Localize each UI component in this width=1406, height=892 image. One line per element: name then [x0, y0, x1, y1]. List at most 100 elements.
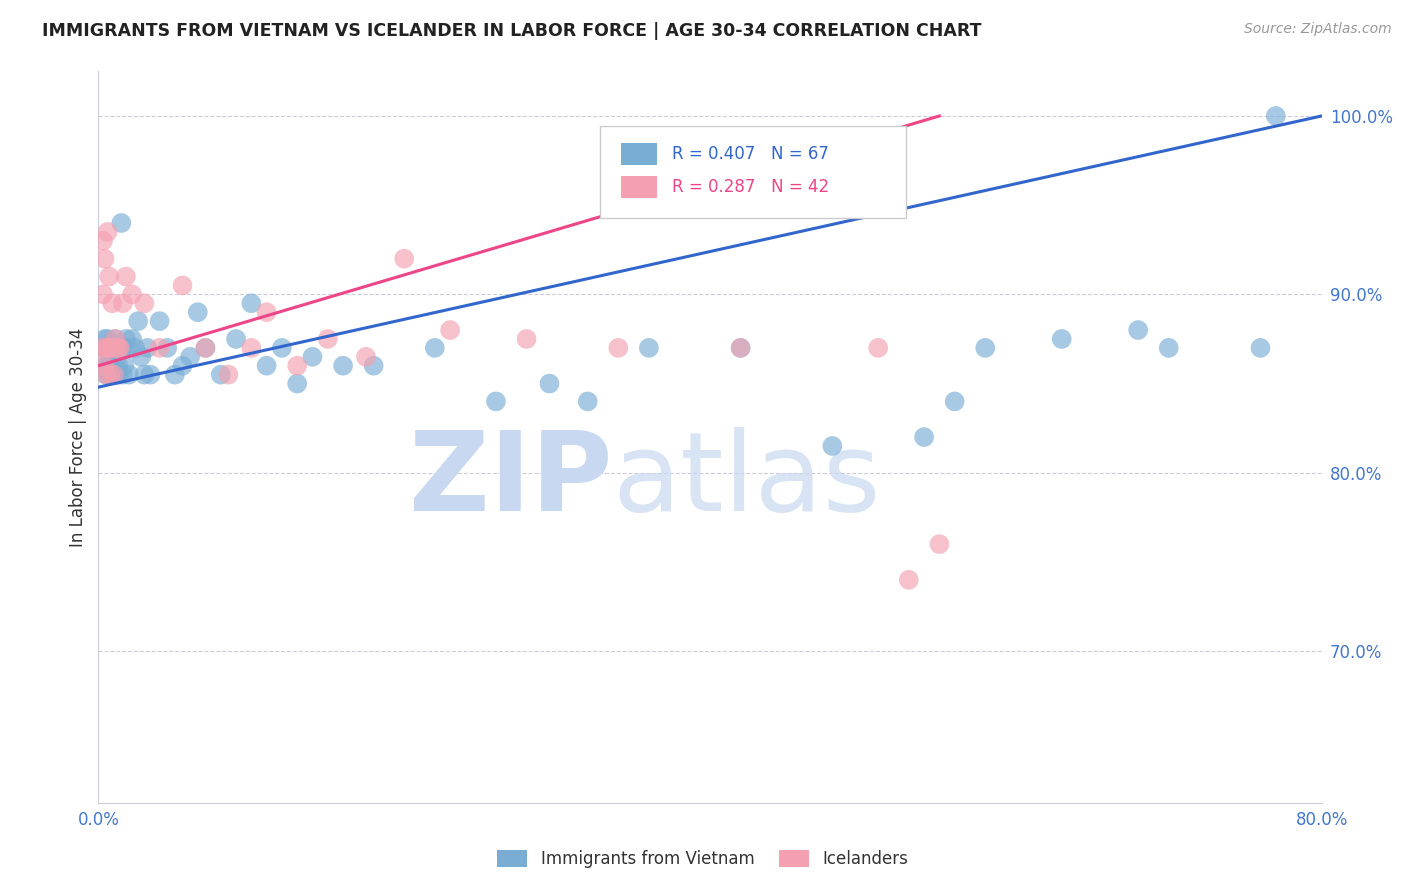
Point	[270, 341, 292, 355]
Point	[1128, 323, 1150, 337]
Point	[94, 368, 117, 382]
Point	[730, 341, 752, 355]
Point	[94, 368, 117, 382]
Text: atlas: atlas	[612, 427, 880, 534]
Point	[332, 359, 354, 373]
Point	[115, 332, 138, 346]
Point	[97, 341, 120, 355]
Point	[100, 341, 122, 355]
Point	[897, 573, 920, 587]
Point	[363, 359, 385, 373]
Point	[516, 332, 538, 346]
Point	[107, 341, 129, 355]
Point	[103, 368, 125, 382]
Point	[1264, 109, 1286, 123]
Point	[97, 332, 120, 346]
Point	[112, 359, 135, 373]
Point	[156, 341, 179, 355]
Point	[172, 359, 194, 373]
Text: R = 0.287   N = 42: R = 0.287 N = 42	[672, 178, 830, 196]
Point	[104, 359, 127, 373]
Point	[108, 341, 131, 355]
Point	[209, 368, 232, 382]
Point	[127, 314, 149, 328]
Point	[129, 350, 152, 364]
Point	[149, 341, 172, 355]
Point	[187, 305, 209, 319]
Point	[100, 341, 122, 355]
FancyBboxPatch shape	[600, 126, 905, 218]
Point	[93, 359, 115, 373]
Point	[256, 359, 278, 373]
Point	[225, 332, 247, 346]
Point	[117, 341, 139, 355]
Point	[256, 305, 278, 319]
Point	[103, 368, 125, 382]
Point	[392, 252, 416, 266]
Point	[91, 234, 114, 248]
Point	[576, 394, 599, 409]
Point	[93, 359, 115, 373]
Point	[928, 537, 950, 551]
Point	[91, 287, 114, 301]
Point	[423, 341, 446, 355]
Y-axis label: In Labor Force | Age 30-34: In Labor Force | Age 30-34	[69, 327, 87, 547]
Point	[316, 332, 339, 346]
Point	[121, 332, 143, 346]
Point	[101, 341, 124, 355]
Point	[354, 350, 377, 364]
Point	[285, 359, 308, 373]
Point	[538, 376, 561, 391]
Point	[94, 341, 117, 355]
Point	[101, 296, 124, 310]
Point	[974, 341, 997, 355]
Point	[101, 341, 124, 355]
Point	[100, 359, 122, 373]
Point	[107, 368, 129, 382]
Point	[111, 368, 134, 382]
Point	[943, 394, 966, 409]
Point	[821, 439, 844, 453]
Bar	[620, 143, 658, 165]
Point	[100, 368, 122, 382]
Point	[105, 341, 128, 355]
Point	[301, 350, 323, 364]
Point	[98, 368, 121, 382]
Point	[111, 296, 134, 310]
Point	[93, 252, 115, 266]
Point	[111, 341, 134, 355]
Point	[97, 359, 120, 373]
Point	[163, 368, 186, 382]
Point	[730, 341, 752, 355]
Point	[136, 341, 159, 355]
Point	[98, 269, 121, 284]
Point	[179, 350, 201, 364]
Point	[149, 314, 172, 328]
Point	[285, 376, 308, 391]
Point	[93, 332, 115, 346]
Point	[1050, 332, 1073, 346]
Point	[194, 341, 217, 355]
Point	[103, 341, 125, 355]
Point	[124, 341, 146, 355]
Point	[240, 341, 263, 355]
Point	[104, 332, 127, 346]
Point	[110, 216, 132, 230]
Point	[103, 341, 125, 355]
Point	[107, 359, 129, 373]
Point	[104, 332, 127, 346]
Point	[118, 368, 141, 382]
Point	[108, 341, 131, 355]
Point	[912, 430, 935, 444]
Point	[91, 341, 114, 355]
Text: IMMIGRANTS FROM VIETNAM VS ICELANDER IN LABOR FORCE | AGE 30-34 CORRELATION CHAR: IMMIGRANTS FROM VIETNAM VS ICELANDER IN …	[42, 22, 981, 40]
Text: Source: ZipAtlas.com: Source: ZipAtlas.com	[1244, 22, 1392, 37]
Point	[97, 225, 120, 239]
Point	[194, 341, 217, 355]
Point	[134, 296, 156, 310]
Point	[90, 341, 112, 355]
Legend: Immigrants from Vietnam, Icelanders: Immigrants from Vietnam, Icelanders	[491, 843, 915, 875]
Text: ZIP: ZIP	[409, 427, 612, 534]
Point	[105, 368, 128, 382]
Point	[115, 269, 138, 284]
